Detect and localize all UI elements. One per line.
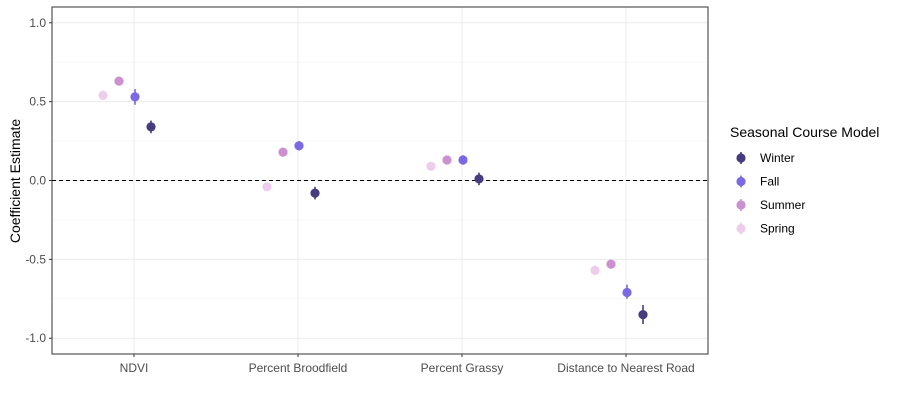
y-tick-label: 1.0 [29,16,46,30]
data-point [114,76,124,86]
x-tick-label: Percent Grassy [421,361,504,375]
y-tick-label: 0.5 [29,95,46,109]
data-point [98,90,108,100]
data-point [262,182,272,192]
legend-key-point [736,153,746,163]
data-point [458,155,468,165]
x-axis: NDVI Percent Broodfield Percent Grassy Dist… [120,354,695,375]
data-point [294,141,304,151]
y-tick-label: -0.5 [25,252,46,266]
data-point [590,265,600,276]
x-tick-label: NDVI [120,361,149,375]
data-point [310,188,320,198]
data-point [278,147,288,157]
legend-label: Winter [760,151,795,165]
legend-label: Spring [760,222,795,236]
y-tick-label: -1.0 [25,331,46,345]
data-point [474,174,484,184]
data-point [606,259,616,269]
marks-layer [98,76,648,325]
y-axis-title: Coefficient Estimate [7,119,23,243]
legend-key-point [736,223,746,234]
data-point [146,122,156,132]
x-tick-label: Percent Broodfield [249,361,348,375]
data-point [638,309,648,320]
legend-label: Fall [760,175,779,189]
legend-key-point [736,176,746,187]
legend-key-point [736,200,746,210]
data-point [130,92,140,102]
data-point [622,287,632,298]
data-point [426,161,436,171]
legend-title: Seasonal Course Model [730,124,879,140]
y-tick-label: 0.0 [29,174,46,188]
x-tick-label: Distance to Nearest Road [557,361,694,375]
legend-label: Summer [760,198,805,212]
y-axis: -1.0 -0.5 0.0 0.5 1.0 [25,16,52,345]
data-point [442,155,452,165]
legend: Seasonal Course Model Winter Fall Summer Sp… [730,124,879,236]
